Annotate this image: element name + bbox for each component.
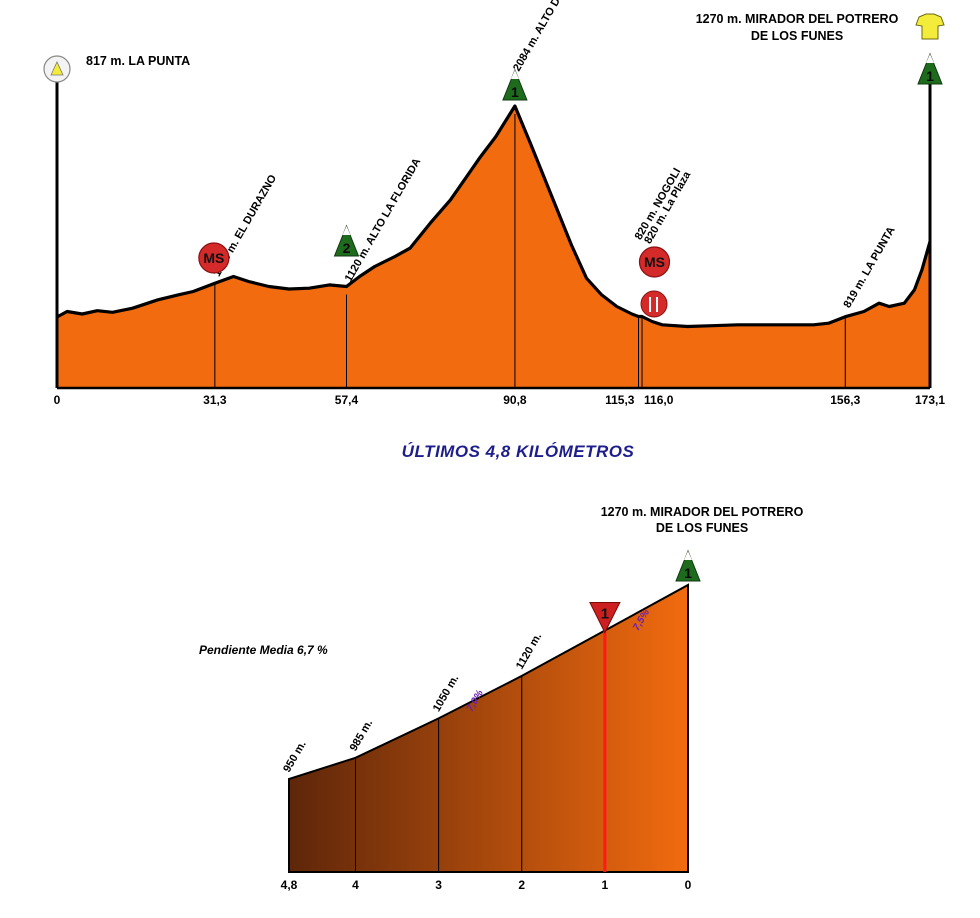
x-tick-4: 115,3 xyxy=(605,393,635,407)
x-tick-0: 0 xyxy=(54,393,61,407)
mountain-icon xyxy=(333,224,360,257)
mountain-snow xyxy=(684,551,692,560)
x-tick-2: 57,4 xyxy=(335,393,359,407)
sprint-badge xyxy=(638,246,671,278)
start-icon xyxy=(43,55,71,83)
sprint-badge-label: MS xyxy=(644,254,665,270)
feed-zone-icon xyxy=(640,290,668,318)
final-km-section-title: ÚLTIMOS 4,8 KILÓMETROS xyxy=(402,442,635,461)
altitude-label-0: 950 m. xyxy=(281,739,309,775)
start-badge-arrow xyxy=(50,61,64,76)
feed-badge xyxy=(640,290,668,318)
final-x-tick-2: 3 xyxy=(435,878,442,892)
flamme-rouge-label: 1 xyxy=(601,605,609,622)
final-finish-label-line1: 1270 m. MIRADOR DEL POTRERO xyxy=(601,505,804,519)
final-x-tick-0: 4,8 xyxy=(281,878,298,892)
mountain-cat1-icon: 1 xyxy=(502,68,528,101)
mountain-icon xyxy=(502,68,528,101)
sprint-badge xyxy=(198,242,230,274)
final-km-area xyxy=(288,583,689,873)
altitude-label-1: 985 m. xyxy=(348,718,376,754)
average-gradient-label: Pendiente Media 6,7 % xyxy=(199,643,328,657)
final-x-tick-4: 1 xyxy=(602,878,609,892)
sprint-badge-label: MS xyxy=(203,250,224,266)
final-km-x-ticks: 4,8 4 3 2 1 0 xyxy=(281,878,692,892)
finish-label-line1: 1270 m. MIRADOR DEL POTRERO xyxy=(696,12,899,26)
final-x-tick-1: 4 xyxy=(352,878,359,892)
stage-profile: 1080 m. EL DURAZNO 1120 m. ALTO LA FLORID… xyxy=(43,0,946,407)
mountain-category-label: 1 xyxy=(511,84,519,100)
x-axis-ticks: 0 31,3 57,4 90,8 115,3 116,0 156,3 173,1 xyxy=(54,393,946,407)
final-km-profile: 950 m.985 m.1050 m.1120 m.7,0%7,5%11 4,8… xyxy=(281,549,701,892)
finish-label-line2: DE LOS FUNES xyxy=(751,29,843,43)
x-tick-3: 90,8 xyxy=(503,393,527,407)
stage-profile-outline xyxy=(56,104,932,329)
flamme-rouge-icon: 1 xyxy=(589,601,621,634)
final-summit-mountain-icon: 1 xyxy=(675,549,701,582)
flamme-rouge-triangle xyxy=(589,601,621,634)
x-tick-5: 116,0 xyxy=(644,393,674,407)
mountain-snow xyxy=(510,70,519,79)
start-label: 817 m. LA PUNTA xyxy=(86,54,190,68)
mountain-category-label: 1 xyxy=(684,565,692,581)
sprint-ms-icon: MS xyxy=(638,246,671,278)
final-x-tick-3: 2 xyxy=(518,878,525,892)
sprint-ms-icon: MS xyxy=(198,242,230,274)
point-6-label: 819 m. LA PUNTA xyxy=(841,225,897,310)
mountain-category-label: 1 xyxy=(926,68,934,84)
finish-mountain-icon: 1 xyxy=(917,52,943,85)
x-tick-6: 156,3 xyxy=(830,393,860,407)
point-3-label: 2084 m. ALTO DE NOGOLI xyxy=(511,0,590,74)
mountain-snow xyxy=(926,54,934,63)
jersey-shape xyxy=(915,13,945,40)
final-finish-label-line2: DE LOS FUNES xyxy=(656,521,748,535)
mountain-category-label: 2 xyxy=(343,240,351,256)
final-x-tick-5: 0 xyxy=(685,878,692,892)
x-tick-1: 31,3 xyxy=(203,393,227,407)
mountain-cat2-icon: 2 xyxy=(333,224,360,257)
mountain-snow xyxy=(342,226,351,235)
stage-profile-area xyxy=(57,106,930,388)
x-tick-7: 173,1 xyxy=(915,393,945,407)
mountain-icon xyxy=(917,52,943,85)
mountain-icon xyxy=(675,549,701,582)
leader-jersey-icon xyxy=(915,13,945,40)
altitude-label-2: 1050 m. xyxy=(431,673,462,714)
